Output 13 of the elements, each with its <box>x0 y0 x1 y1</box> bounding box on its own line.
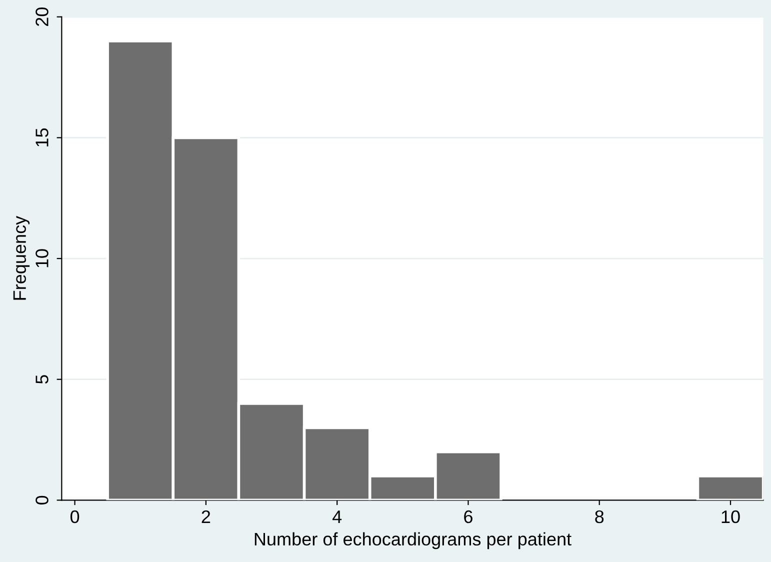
x-tick-label: 4 <box>332 510 342 523</box>
y-tick-label: 15 <box>36 128 48 146</box>
x-tick-label: 2 <box>202 510 210 523</box>
x-tick-label: 0 <box>70 510 80 524</box>
y-tick-label: 20 <box>36 8 48 26</box>
x-tick-label: 10 <box>722 510 740 524</box>
x-tick-label: 6 <box>464 510 472 524</box>
y-axis-title: Frequency <box>13 216 30 300</box>
y-tick-label: 0 <box>36 496 48 504</box>
x-tick-label: 8 <box>595 510 604 524</box>
x-axis-title: Number of echocardiograms per patient <box>254 532 572 550</box>
y-tick-label: 10 <box>36 249 48 268</box>
y-tick-label: 5 <box>36 375 48 384</box>
